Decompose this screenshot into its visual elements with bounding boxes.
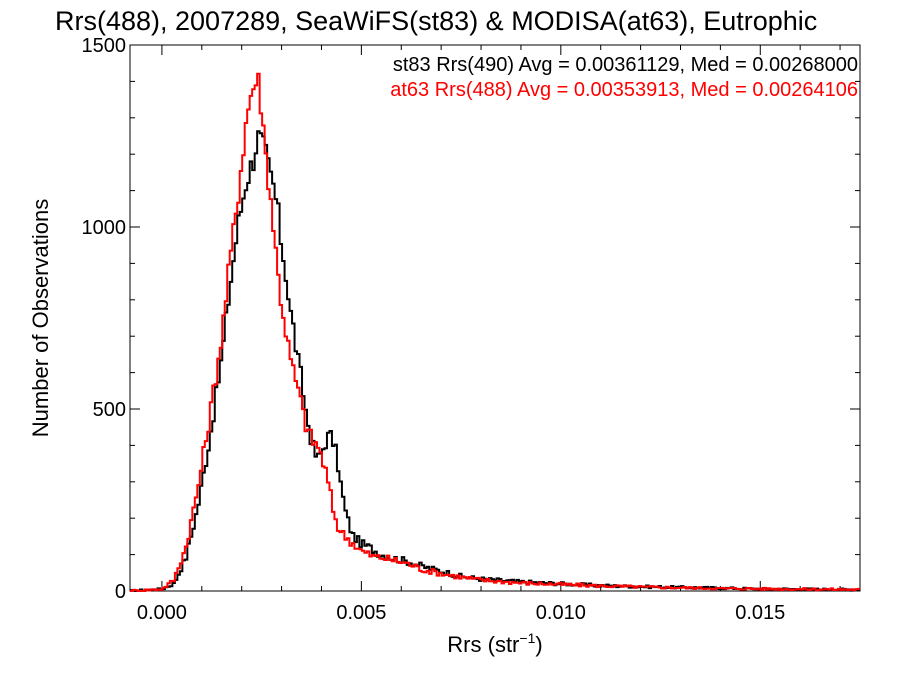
x-tick-label: 0.010 — [536, 602, 586, 624]
x-axis: 0.000 0.005 0.010 0.015 — [137, 45, 841, 624]
chart-title: Rrs(488), 2007289, SeaWiFS(st83) & MODIS… — [55, 6, 817, 36]
y-tick-label: 500 — [93, 399, 126, 421]
y-axis: 0 500 1000 1500 — [82, 35, 860, 603]
series-line-at63 — [130, 72, 860, 592]
y-tick-label: 1000 — [82, 217, 127, 239]
legend-entry-at63: at63 Rrs(488) Avg = 0.00353913, Med = 0.… — [390, 79, 858, 101]
y-tick-label: 1500 — [82, 35, 127, 57]
legend-entry-st83: st83 Rrs(490) Avg = 0.00361129, Med = 0.… — [393, 54, 858, 76]
legend: st83 Rrs(490) Avg = 0.00361129, Med = 0.… — [390, 54, 858, 101]
x-axis-label: Rrs (str−1) — [447, 630, 542, 657]
x-tick-label: 0.015 — [735, 602, 785, 624]
x-axis-label-main: Rrs (str — [447, 632, 519, 657]
x-axis-label-superscript: −1 — [519, 630, 535, 646]
y-axis-label: Number of Observations — [28, 199, 53, 437]
x-tick-label: 0.005 — [336, 602, 386, 624]
x-axis-label-close: ) — [535, 632, 542, 657]
series-layer — [130, 72, 860, 592]
x-tick-label: 0.000 — [137, 602, 187, 624]
y-tick-label: 0 — [115, 581, 126, 603]
plot-frame — [129, 44, 861, 592]
